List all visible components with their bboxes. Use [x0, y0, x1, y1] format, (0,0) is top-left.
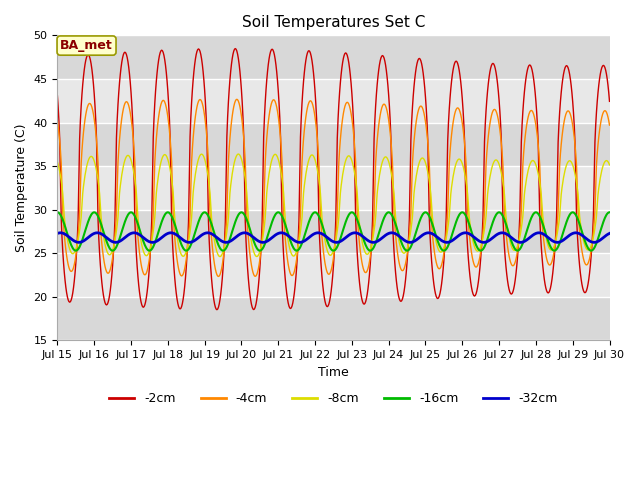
Legend: -2cm, -4cm, -8cm, -16cm, -32cm: -2cm, -4cm, -8cm, -16cm, -32cm — [104, 387, 563, 410]
-4cm — [233, 96, 241, 102]
-2cm — [54, 93, 61, 99]
-8cm — [380, 155, 388, 161]
-4cm — [380, 101, 388, 107]
-32cm — [435, 235, 442, 241]
-2cm — [435, 295, 442, 301]
-32cm — [56, 230, 64, 236]
Bar — [58, 210, 609, 253]
-16cm — [605, 209, 613, 215]
-8cm — [198, 152, 206, 157]
-32cm — [380, 233, 388, 239]
-8cm — [557, 203, 564, 208]
-2cm — [198, 61, 206, 67]
-16cm — [54, 209, 61, 215]
-8cm — [435, 247, 442, 252]
-4cm — [605, 122, 613, 128]
Y-axis label: Soil Temperature (C): Soil Temperature (C) — [15, 124, 28, 252]
-16cm — [199, 210, 207, 216]
-32cm — [605, 230, 613, 236]
Bar — [58, 36, 609, 79]
-2cm — [380, 55, 388, 61]
-4cm — [54, 118, 61, 123]
-2cm — [605, 98, 613, 104]
Line: -2cm: -2cm — [58, 48, 609, 310]
-32cm — [557, 239, 564, 245]
-2cm — [175, 303, 182, 309]
-16cm — [72, 248, 79, 253]
Title: Soil Temperatures Set C: Soil Temperatures Set C — [242, 15, 425, 30]
-2cm — [326, 294, 334, 300]
-4cm — [214, 274, 222, 279]
-32cm — [75, 240, 83, 245]
Line: -16cm: -16cm — [58, 212, 609, 251]
Line: -32cm: -32cm — [58, 233, 609, 242]
-32cm — [176, 235, 184, 240]
-8cm — [175, 242, 182, 248]
-2cm — [557, 99, 564, 105]
-32cm — [200, 231, 208, 237]
-16cm — [434, 238, 442, 244]
-4cm — [435, 265, 442, 271]
-2cm — [232, 46, 239, 51]
Line: -8cm: -8cm — [58, 154, 609, 257]
-32cm — [54, 230, 61, 236]
-16cm — [326, 244, 333, 250]
-16cm — [175, 236, 183, 242]
-8cm — [234, 151, 242, 157]
-32cm — [326, 237, 334, 243]
-8cm — [216, 254, 224, 260]
-4cm — [175, 266, 182, 272]
Line: -4cm: -4cm — [58, 99, 609, 276]
-8cm — [326, 252, 334, 258]
X-axis label: Time: Time — [318, 366, 349, 379]
-16cm — [380, 217, 387, 223]
-4cm — [198, 101, 206, 107]
-16cm — [556, 240, 563, 246]
Bar — [58, 122, 609, 166]
-2cm — [213, 307, 221, 312]
Bar — [58, 297, 609, 340]
-4cm — [326, 270, 334, 276]
-8cm — [54, 159, 61, 165]
-8cm — [605, 162, 613, 168]
-4cm — [557, 151, 564, 156]
Text: BA_met: BA_met — [60, 39, 113, 52]
